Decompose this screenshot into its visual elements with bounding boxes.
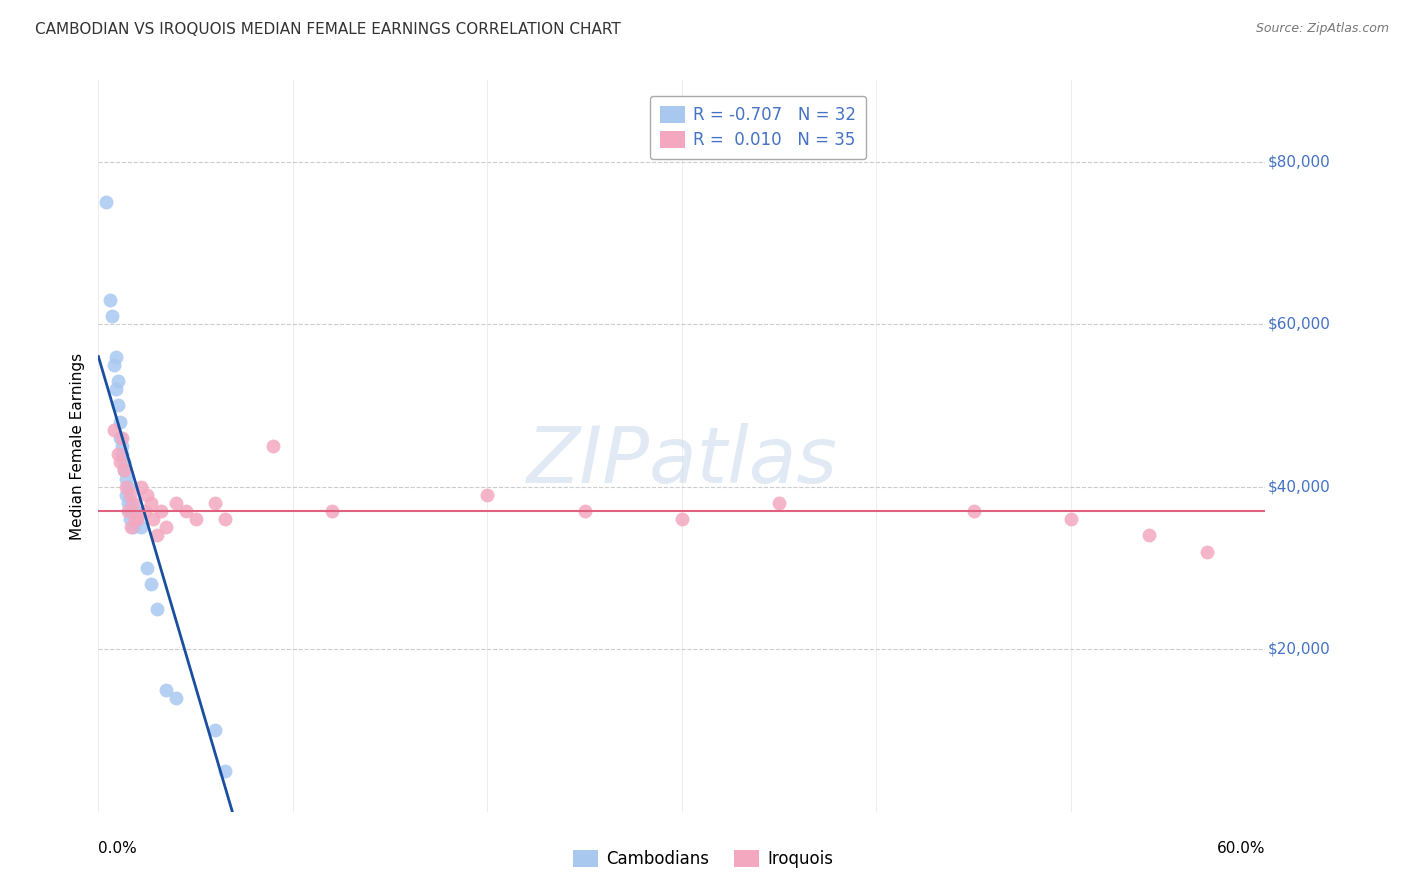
Point [204,723,226,738]
Text: 0.0%: 0.0% [98,841,138,856]
Point [139,577,162,591]
Point [165,496,187,510]
Point [101,309,124,323]
Point [124,512,146,526]
Point [117,480,139,494]
Point [768,496,790,510]
Point [117,496,139,510]
Point [1195,544,1218,558]
Point [118,504,141,518]
Text: $20,000: $20,000 [1268,641,1330,657]
Point [104,382,127,396]
Point [114,471,136,485]
Point [118,512,141,526]
Point [174,504,197,518]
Point [108,431,131,445]
Point [118,488,141,502]
Point [111,447,134,461]
Point [671,512,693,526]
Point [214,764,236,778]
Point [117,504,139,518]
Point [1060,512,1083,526]
Point [204,496,226,510]
Point [96,195,118,210]
Point [129,480,152,494]
Point [127,512,149,526]
Point [108,455,131,469]
Point [121,496,143,510]
Point [155,682,177,697]
Point [108,415,131,429]
Point [111,431,134,445]
Point [121,520,143,534]
Point [136,561,159,575]
Point [962,504,984,518]
Point [107,374,129,388]
Point [112,463,135,477]
Point [129,520,152,534]
Y-axis label: Median Female Earnings: Median Female Earnings [69,352,84,540]
Point [139,496,162,510]
Point [477,488,499,502]
Text: $40,000: $40,000 [1268,479,1330,494]
Point [165,690,187,705]
Point [103,358,125,372]
Point [114,480,136,494]
Point [574,504,596,518]
Text: $60,000: $60,000 [1268,317,1330,332]
Point [122,520,145,534]
Point [142,512,165,526]
Point [184,512,207,526]
Point [136,488,159,502]
Point [149,504,172,518]
Point [112,463,135,477]
Point [214,512,236,526]
Point [146,528,169,542]
Point [146,601,169,615]
Point [155,520,177,534]
Text: 60.0%: 60.0% [1218,841,1265,856]
Point [98,293,121,307]
Text: CAMBODIAN VS IROQUOIS MEDIAN FEMALE EARNINGS CORRELATION CHART: CAMBODIAN VS IROQUOIS MEDIAN FEMALE EARN… [35,22,621,37]
Point [107,398,129,412]
Point [104,350,127,364]
Point [124,504,146,518]
Text: ZIPatlas: ZIPatlas [526,423,838,499]
Text: $80,000: $80,000 [1268,154,1330,169]
Point [122,496,145,510]
Point [127,512,149,526]
Text: Source: ZipAtlas.com: Source: ZipAtlas.com [1256,22,1389,36]
Point [112,455,135,469]
Legend: Cambodians, Iroquois: Cambodians, Iroquois [567,843,839,875]
Point [134,504,156,518]
Legend: R = -0.707   N = 32, R =  0.010   N = 35: R = -0.707 N = 32, R = 0.010 N = 35 [650,96,866,159]
Point [321,504,343,518]
Point [107,447,129,461]
Point [262,439,284,453]
Point [103,423,125,437]
Point [114,488,136,502]
Point [1137,528,1160,542]
Point [111,439,134,453]
